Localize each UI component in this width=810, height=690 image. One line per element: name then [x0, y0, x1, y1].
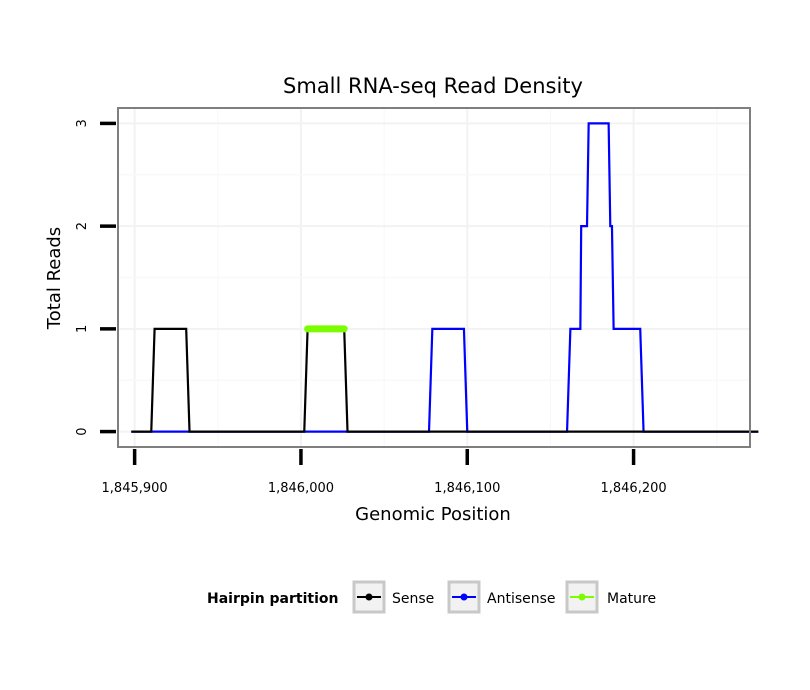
legend-item-sense: Sense — [352, 580, 434, 614]
legend-point-mature — [578, 593, 586, 601]
y-axis: 0 1 2 3 — [75, 119, 116, 436]
x-axis: 1,845,900 1,846,000 1,846,100 1,846,200 — [102, 449, 667, 496]
plot-border — [117, 107, 751, 448]
chart-title: Small RNA-seq Read Density — [283, 74, 583, 98]
legend-label-antisense: Antisense — [487, 591, 556, 607]
legend-label-mature: Mature — [607, 591, 656, 607]
legend-point-antisense — [460, 593, 468, 601]
series-line-sense — [131, 327, 759, 433]
y-axis-label: Total Reads — [44, 227, 65, 330]
legend-title: Hairpin partition — [207, 591, 338, 607]
legend: Hairpin partition Sense Antisense Mature — [207, 580, 656, 614]
legend-label-sense: Sense — [392, 591, 434, 607]
y-tick-label: 0 — [75, 427, 90, 435]
y-tick-label: 3 — [75, 119, 90, 127]
y-tick-label: 2 — [75, 222, 90, 230]
y-tick-label: 1 — [75, 325, 90, 333]
series-line-antisense — [131, 122, 759, 433]
x-axis-label: Genomic Position — [355, 504, 511, 525]
x-tick-label: 1,846,200 — [600, 481, 666, 496]
x-tick-label: 1,845,900 — [102, 481, 168, 496]
series-layer — [131, 122, 759, 433]
legend-item-mature: Mature — [565, 580, 656, 614]
x-tick-label: 1,846,100 — [434, 481, 500, 496]
legend-point-sense — [365, 593, 373, 601]
x-tick-label: 1,846,000 — [268, 481, 334, 496]
legend-item-antisense: Antisense — [447, 580, 556, 614]
